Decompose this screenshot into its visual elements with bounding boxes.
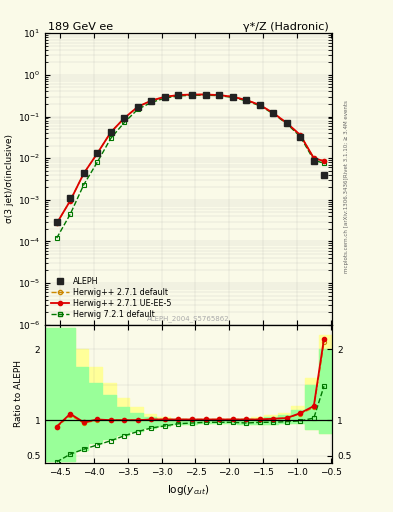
Legend: ALEPH, Herwig++ 2.7.1 default, Herwig++ 2.7.1 UE-EE-5, Herwig 7.2.1 default: ALEPH, Herwig++ 2.7.1 default, Herwig++ … [49,275,173,321]
Text: 189 GeV ee: 189 GeV ee [48,22,113,32]
Y-axis label: Ratio to ALEPH: Ratio to ALEPH [14,360,23,428]
Text: γ*/Z (Hadronic): γ*/Z (Hadronic) [244,22,329,32]
Y-axis label: σ(3 jet)/σ(inclusive): σ(3 jet)/σ(inclusive) [5,135,14,223]
X-axis label: log($y_{cut}$): log($y_{cut}$) [167,483,210,497]
Text: mcplots.cern.ch [arXiv:1306.3436]: mcplots.cern.ch [arXiv:1306.3436] [344,178,349,273]
Text: Rivet 3.1.10; ≥ 3.4M events: Rivet 3.1.10; ≥ 3.4M events [344,100,349,177]
Text: ALEPH_2004_S5765862: ALEPH_2004_S5765862 [147,315,230,322]
